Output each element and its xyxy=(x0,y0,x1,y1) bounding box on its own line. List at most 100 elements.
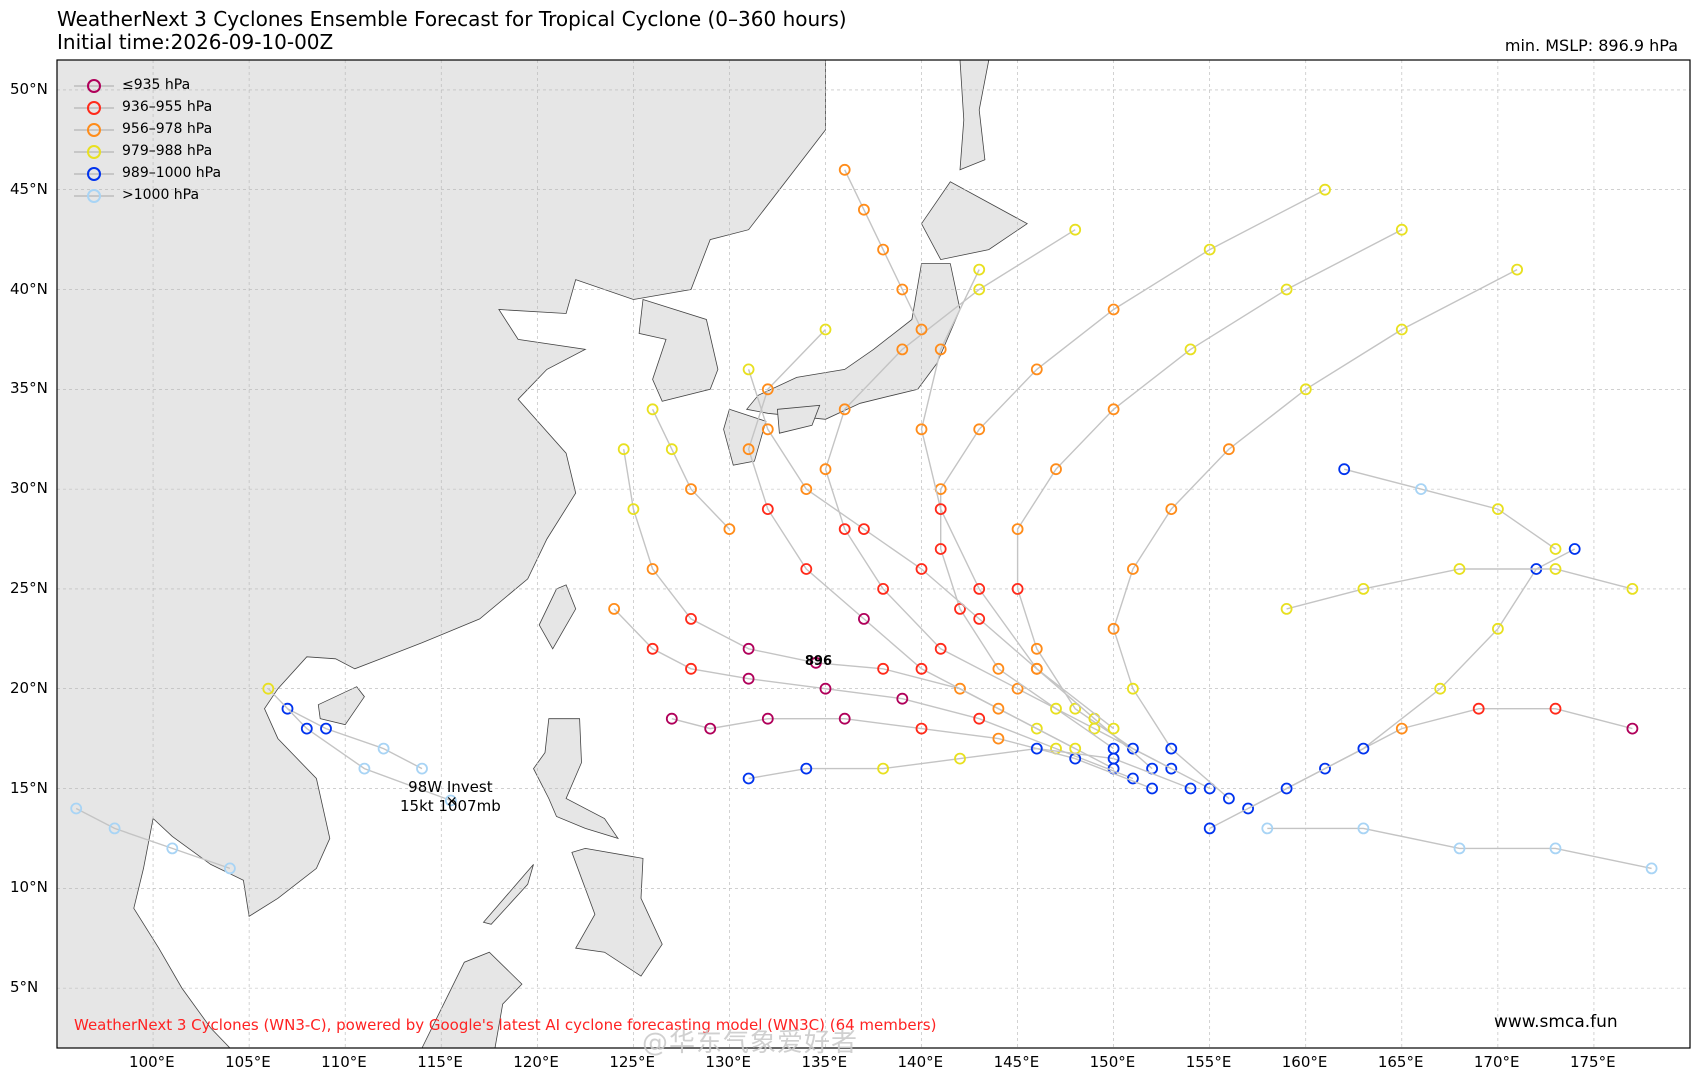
track-point xyxy=(1568,543,1581,555)
lat-tick-label: 15°N xyxy=(10,778,48,797)
website-link[interactable]: www.smca.fun xyxy=(1494,1012,1618,1032)
track-point xyxy=(1357,583,1370,595)
lat-tick-label: 50°N xyxy=(10,79,48,98)
track-line xyxy=(940,189,1326,750)
track-point xyxy=(1453,842,1466,855)
track-point xyxy=(1203,243,1216,256)
track-point xyxy=(877,662,889,675)
track-point xyxy=(915,423,928,436)
track-point xyxy=(646,563,659,575)
track-point xyxy=(1127,563,1139,575)
track-point xyxy=(1242,802,1254,815)
track-line xyxy=(748,747,1191,790)
track-point xyxy=(742,772,755,785)
track-line xyxy=(1112,268,1518,800)
track-point xyxy=(1011,682,1024,695)
track-point xyxy=(1107,622,1120,635)
track-point xyxy=(646,642,659,655)
track-point xyxy=(1280,283,1293,296)
track-point xyxy=(838,712,851,725)
legend-label: ≤935 hPa xyxy=(122,77,191,93)
land-area xyxy=(571,847,663,977)
track-point xyxy=(1319,762,1331,775)
track-point xyxy=(1319,183,1331,196)
track-point xyxy=(934,503,947,516)
track-point xyxy=(1184,343,1197,356)
lat-tick-label: 35°N xyxy=(10,379,48,398)
track-point xyxy=(1549,563,1562,575)
legend-item: >1000 hPa xyxy=(72,184,221,206)
legend-label: >1000 hPa xyxy=(122,187,200,203)
track-point xyxy=(1203,822,1216,835)
track-point xyxy=(973,613,986,625)
track-point xyxy=(992,732,1005,745)
track-point xyxy=(377,742,390,755)
legend-circle-icon xyxy=(87,79,101,93)
track-point xyxy=(761,503,774,516)
track-point xyxy=(973,263,986,276)
track-point xyxy=(685,613,697,625)
legend-item: 936–955 hPa xyxy=(72,96,221,118)
track-line xyxy=(920,269,1115,730)
legend-circle-icon xyxy=(87,167,101,181)
track-point xyxy=(819,463,832,476)
legend-item: 989–1000 hPa xyxy=(72,162,221,184)
legend-label: 989–1000 hPa xyxy=(122,165,222,181)
track-point xyxy=(223,862,236,875)
track-point xyxy=(665,443,678,456)
track-point xyxy=(973,283,986,296)
lon-tick-label: 110°E xyxy=(321,1053,367,1071)
track-point xyxy=(608,603,620,615)
track-line xyxy=(1344,468,1556,550)
track-line xyxy=(613,608,1134,780)
track-point xyxy=(1050,702,1062,715)
land-area xyxy=(533,718,619,840)
chart-title: WeatherNext 3 Cyclones Ensemble Forecast… xyxy=(57,7,847,31)
track-point xyxy=(704,722,717,735)
track-point xyxy=(858,523,870,535)
track-point xyxy=(1280,603,1293,615)
track-point xyxy=(819,682,832,695)
legend-item: 956–978 hPa xyxy=(72,118,221,140)
track-point xyxy=(973,423,986,436)
track-line xyxy=(671,718,1153,790)
track-point xyxy=(1223,443,1235,456)
track-point xyxy=(838,403,851,416)
track-point xyxy=(646,403,659,416)
lon-tick-label: 170°E xyxy=(1473,1053,1520,1071)
track-point xyxy=(1030,742,1043,755)
track-point xyxy=(1030,722,1043,735)
land-area xyxy=(723,408,767,466)
track-point xyxy=(1395,323,1408,336)
track-point xyxy=(1549,702,1562,715)
track-point xyxy=(934,343,947,356)
track-point xyxy=(627,503,640,516)
invest-label: 98W Invest 15kt 1007mb xyxy=(400,778,501,816)
track-point xyxy=(838,523,851,535)
track-point xyxy=(1645,862,1658,875)
track-point xyxy=(108,822,121,835)
track-point xyxy=(915,563,928,575)
min-pressure-marker: 896 xyxy=(804,653,832,669)
track-point xyxy=(1030,363,1043,376)
track-point xyxy=(1069,702,1082,715)
track-point xyxy=(665,712,678,725)
legend: ≤935 hPa 936–955 hPa 956–978 hPa 979–988… xyxy=(72,74,221,206)
track-point xyxy=(166,842,179,855)
track-point xyxy=(1165,762,1178,775)
track-line xyxy=(747,369,1153,770)
track-point xyxy=(1050,463,1062,476)
track-point xyxy=(742,363,755,376)
weibo-watermark: @华东气象爱好者 xyxy=(642,1028,859,1058)
track-point xyxy=(896,343,909,356)
track-point xyxy=(1415,483,1427,496)
track-point xyxy=(1434,682,1447,695)
invest-detail: 15kt 1007mb xyxy=(400,797,501,815)
track-point xyxy=(281,702,294,715)
track-line xyxy=(1267,827,1652,870)
track-line xyxy=(651,408,730,530)
track-point xyxy=(934,642,947,655)
track-point xyxy=(954,752,966,765)
track-point xyxy=(444,794,457,807)
